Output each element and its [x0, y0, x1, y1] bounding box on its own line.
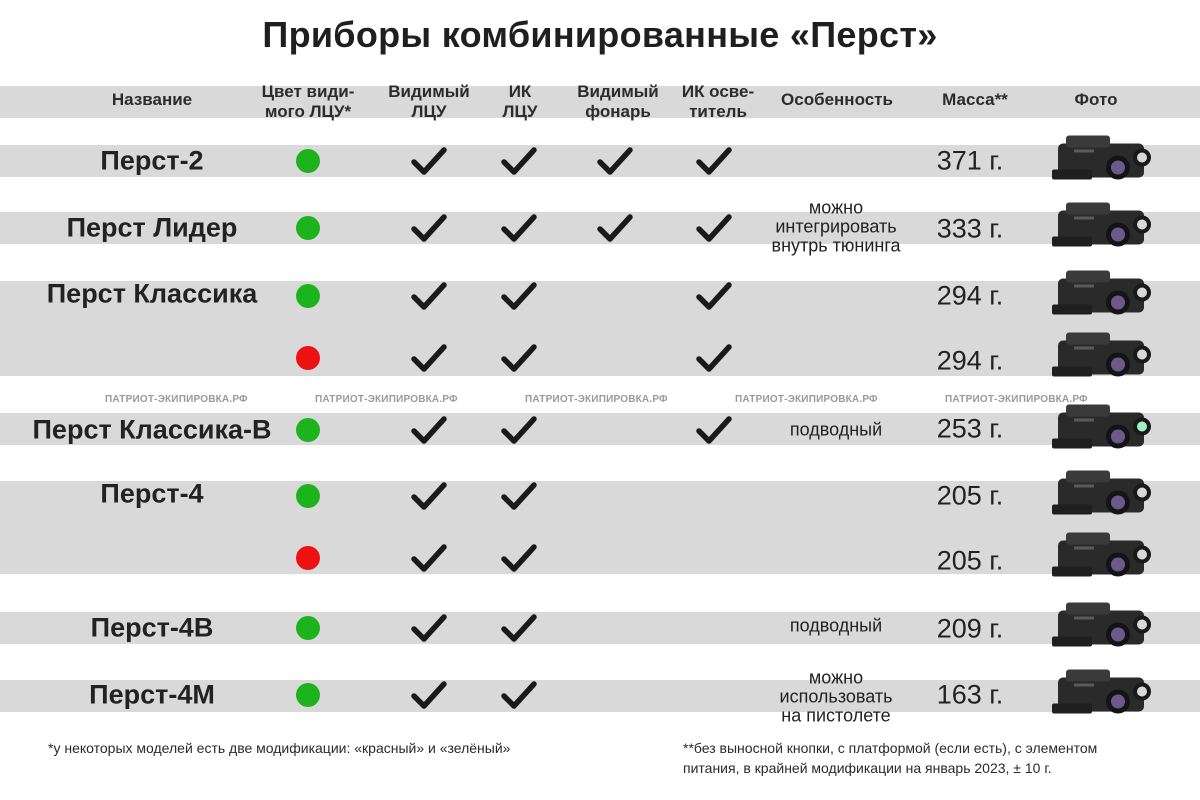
checkmark-icon — [411, 613, 447, 643]
checkmark-icon — [411, 415, 447, 445]
checkmark-icon — [501, 343, 537, 373]
checkmark-icon — [696, 213, 732, 243]
header-photo: Фото — [1074, 90, 1118, 109]
feature-line: подводный — [789, 419, 883, 440]
checkmark-icon — [411, 481, 447, 511]
watermark: ПАТРИОТ-ЭКИПИРОВКА.РФ — [735, 394, 878, 405]
checkmark-icon — [501, 543, 537, 573]
model-name: Перст-4В — [90, 612, 214, 643]
green-dot-icon — [296, 149, 320, 173]
device-photo — [1048, 525, 1160, 592]
mass-value: 205 г. — [936, 480, 1004, 511]
green-dot-icon — [296, 484, 320, 508]
model-name: Перст-4М — [89, 679, 215, 710]
mass-value: 209 г. — [936, 613, 1004, 644]
device-photo — [1048, 325, 1160, 392]
checkmark-icon — [696, 146, 732, 176]
checkmark-icon — [597, 146, 633, 176]
device-photo — [1048, 195, 1160, 262]
feature-line: использовать — [779, 686, 893, 707]
model-name: Перст-4 — [100, 478, 204, 509]
red-dot-icon — [296, 546, 320, 570]
device-photo — [1048, 397, 1160, 464]
device-photo — [1048, 463, 1160, 530]
mass-value: 294 г. — [936, 280, 1004, 311]
mass-value: 371 г. — [936, 145, 1004, 176]
watermark: ПАТРИОТ-ЭКИПИРОВКА.РФ — [315, 394, 458, 405]
red-dot-icon — [296, 346, 320, 370]
footnote-left: *у некоторых моделей есть две модификаци… — [48, 740, 511, 756]
header-visible-ldu: Видимый ЛЦУ — [388, 82, 470, 121]
feature-line: внутрь тюнинга — [771, 235, 901, 256]
feature-text: можно использовать на пистолете — [779, 667, 893, 726]
device-photo — [1048, 263, 1160, 330]
checkmark-icon — [411, 146, 447, 176]
mass-value: 333 г. — [936, 213, 1004, 244]
row-band — [0, 680, 1200, 712]
feature-line: подводный — [789, 615, 883, 636]
checkmark-icon — [501, 281, 537, 311]
checkmark-icon — [411, 343, 447, 373]
checkmark-icon — [501, 680, 537, 710]
green-dot-icon — [296, 616, 320, 640]
model-name: Перст Лидер — [66, 212, 238, 243]
checkmark-icon — [411, 543, 447, 573]
green-dot-icon — [296, 418, 320, 442]
checkmark-icon — [411, 680, 447, 710]
header-mass: Масса** — [942, 90, 1008, 109]
watermark: ПАТРИОТ-ЭКИПИРОВКА.РФ — [525, 394, 668, 405]
device-photo — [1048, 128, 1160, 195]
checkmark-icon — [411, 281, 447, 311]
header-name: Название — [111, 90, 193, 109]
page-title: Приборы комбинированные «Перст» — [262, 14, 938, 55]
mass-value: 253 г. — [936, 413, 1004, 444]
footnote-right: **без выносной кнопки, с платформой (есл… — [683, 740, 1098, 776]
checkmark-icon — [696, 281, 732, 311]
mass-value: 294 г. — [936, 345, 1004, 376]
checkmark-icon — [501, 481, 537, 511]
checkmark-icon — [411, 213, 447, 243]
model-name: Перст Классика-В — [32, 414, 272, 445]
model-name: Перст Классика — [46, 278, 258, 309]
mass-value: 205 г. — [936, 545, 1004, 576]
checkmark-icon — [696, 415, 732, 445]
feature-text: можно интегрировать внутрь тюнинга — [771, 197, 901, 256]
watermark: ПАТРИОТ-ЭКИПИРОВКА.РФ — [105, 394, 248, 405]
checkmark-icon — [501, 613, 537, 643]
mass-value: 163 г. — [936, 679, 1004, 710]
checkmark-icon — [501, 213, 537, 243]
feature-line: можно — [808, 197, 864, 218]
checkmark-icon — [696, 343, 732, 373]
green-dot-icon — [296, 216, 320, 240]
header-band — [0, 86, 1200, 118]
watermark: ПАТРИОТ-ЭКИПИРОВКА.РФ — [945, 394, 1088, 405]
row-band — [0, 281, 1200, 376]
model-name: Перст-2 — [100, 145, 204, 176]
row-band — [0, 481, 1200, 574]
checkmark-icon — [597, 213, 633, 243]
feature-text: подводный — [789, 419, 883, 440]
green-dot-icon — [296, 284, 320, 308]
header-color: Цвет види-мого ЛЦУ* — [261, 82, 355, 121]
row-band — [0, 413, 1200, 445]
header-ir-ldu: ИК ЛЦУ — [502, 82, 538, 121]
header-feature: Особенность — [781, 90, 893, 109]
device-photo — [1048, 595, 1160, 662]
header-visible-light: Видимый фонарь — [577, 82, 659, 121]
row-band — [0, 612, 1200, 644]
header-ir-illuminator: ИК осве-титель — [681, 82, 755, 121]
green-dot-icon — [296, 683, 320, 707]
feature-line: интегрировать — [775, 216, 897, 237]
feature-text: подводный — [789, 615, 883, 636]
feature-line: можно — [808, 667, 864, 688]
checkmark-icon — [501, 415, 537, 445]
checkmark-icon — [501, 146, 537, 176]
device-photo — [1048, 662, 1160, 729]
feature-line: на пистолете — [781, 705, 891, 726]
